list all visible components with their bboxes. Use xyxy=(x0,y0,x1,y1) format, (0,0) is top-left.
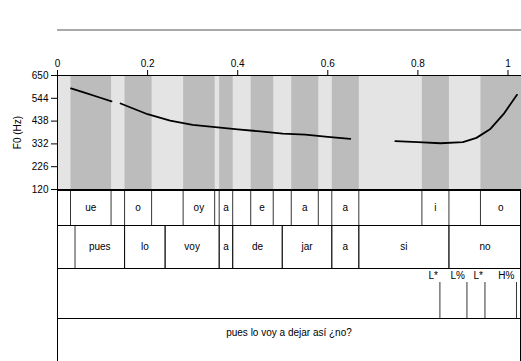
svg-text:L%: L% xyxy=(450,270,465,281)
svg-text:o: o xyxy=(498,202,504,213)
svg-text:0.8: 0.8 xyxy=(411,58,425,69)
svg-text:ue: ue xyxy=(85,202,97,213)
svg-text:1: 1 xyxy=(505,58,511,69)
svg-text:a: a xyxy=(223,202,229,213)
svg-text:pues lo voy a dejar así ¿no?: pues lo voy a dejar así ¿no? xyxy=(226,327,352,338)
svg-text:oy: oy xyxy=(194,202,205,213)
svg-text:i: i xyxy=(434,202,436,213)
svg-text:0.2: 0.2 xyxy=(141,58,155,69)
svg-text:226: 226 xyxy=(32,161,49,172)
svg-text:voy: voy xyxy=(184,241,200,252)
svg-text:0.4: 0.4 xyxy=(231,58,245,69)
svg-text:a: a xyxy=(343,202,349,213)
svg-text:o: o xyxy=(135,202,141,213)
svg-text:F0 (Hz): F0 (Hz) xyxy=(12,116,23,149)
svg-text:0.6: 0.6 xyxy=(321,58,335,69)
svg-text:de: de xyxy=(252,241,264,252)
svg-text:no: no xyxy=(479,241,491,252)
svg-text:438: 438 xyxy=(32,115,49,126)
svg-text:120: 120 xyxy=(32,184,49,195)
svg-text:L*: L* xyxy=(474,270,484,281)
svg-text:332: 332 xyxy=(32,138,49,149)
svg-text:544: 544 xyxy=(32,93,49,104)
svg-text:lo: lo xyxy=(141,241,149,252)
svg-text:H%: H% xyxy=(498,270,514,281)
svg-text:pues: pues xyxy=(89,241,111,252)
svg-text:0: 0 xyxy=(55,58,61,69)
svg-text:si: si xyxy=(400,241,407,252)
svg-text:650: 650 xyxy=(32,70,49,81)
svg-text:L*: L* xyxy=(428,270,438,281)
svg-text:a: a xyxy=(302,202,308,213)
svg-text:jar: jar xyxy=(300,241,313,252)
svg-text:a: a xyxy=(343,241,349,252)
svg-text:e: e xyxy=(259,202,265,213)
svg-text:a: a xyxy=(223,241,229,252)
